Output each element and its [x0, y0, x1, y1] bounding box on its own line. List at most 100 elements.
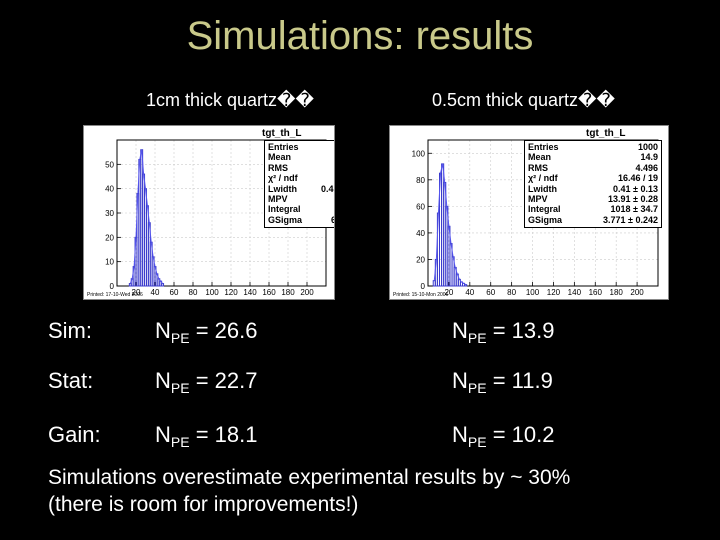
x-tick-label: 100 — [205, 288, 219, 297]
stats-key: Integral — [528, 204, 561, 215]
x-tick-label: 160 — [262, 288, 276, 297]
x-tick-label: 60 — [170, 288, 179, 297]
y-tick-label: 0 — [421, 282, 426, 291]
slide-title: Simulations: results — [186, 14, 534, 58]
npe-value-gain-05cm: NPE = 10.2 — [452, 422, 555, 450]
stats-value: 13.91 ± 0.28 — [608, 193, 658, 204]
stats-key: Entries — [528, 142, 559, 152]
stats-row: GSigma 6.074 ± 0.379 — [268, 214, 334, 225]
stats-value: 6.074 ± 0.379 — [331, 215, 334, 225]
stats-value: 0.4136 ± 0.1221 — [321, 183, 334, 194]
y-tick-label: 100 — [412, 149, 426, 158]
stats-row: GSigma 3.771 ± 0.242 — [528, 215, 658, 225]
stats-value: 3.771 ± 0.242 — [603, 214, 658, 225]
stats-box-1cm: Entries750Mean28.61RMS7.389χ² / ndf21.72… — [264, 140, 334, 228]
x-tick-label: 80 — [189, 288, 198, 297]
conclusion-text: Simulations overestimate experimental re… — [48, 464, 570, 518]
stats-row: χ² / ndf21.72 / 37 — [268, 173, 334, 184]
stats-row: MPV 13.91 ± 0.28 — [528, 194, 658, 204]
stats-key: GSigma — [268, 214, 303, 225]
stats-value: 4.496 — [635, 162, 658, 173]
stats-row: Integral760.1 ± 29.4 — [268, 204, 334, 215]
panel-label-05cm: 0.5cm thick quartz�� — [432, 90, 615, 110]
x-tick-label: 180 — [281, 288, 295, 297]
print-footnote: Printed: 15-10-Mon 2006 — [393, 292, 449, 298]
y-tick-label: 20 — [416, 255, 425, 264]
stats-key: Mean — [268, 152, 292, 163]
x-tick-label: 120 — [224, 288, 238, 297]
stats-row: Lwidth 0.41 ± 0.13 — [528, 184, 658, 194]
fit-curve — [433, 163, 466, 286]
x-tick-label: 200 — [630, 288, 644, 297]
x-tick-label: 140 — [243, 288, 257, 297]
x-tick-label: 40 — [151, 288, 160, 297]
stats-row: RMS 4.496 — [528, 163, 658, 173]
stats-row: MPV26.58 ± 0.22 — [268, 193, 334, 204]
row-label-gain: Gain: — [48, 422, 101, 447]
stats-key: Lwidth — [528, 183, 557, 194]
stats-key: Entries — [268, 142, 299, 152]
stats-row: Entries 1000 — [528, 142, 658, 152]
stats-key: GSigma — [528, 214, 563, 225]
stats-key: Integral — [268, 204, 301, 215]
y-tick-label: 50 — [105, 160, 114, 169]
row-label-stat: Stat: — [48, 368, 94, 393]
histogram-title: tgt_th_L — [262, 128, 302, 139]
y-tick-label: 40 — [416, 229, 425, 238]
stats-key: Lwidth — [268, 183, 297, 194]
stats-row: Entries750 — [268, 142, 334, 152]
stats-key: MPV — [268, 193, 288, 204]
histogram-bin — [464, 284, 468, 287]
npe-value-stat-05cm: NPE = 11.9 — [452, 368, 553, 396]
y-tick-label: 30 — [105, 209, 114, 218]
histogram-panel-05cm: tgt_th_L 20 40 60 80 100 120 140 160 180 200 0 20 40… — [389, 125, 669, 300]
x-tick-label: 20 — [132, 288, 141, 297]
stats-value: 14.9 — [640, 152, 658, 163]
stats-value: 1018 ± 34.7 — [610, 204, 658, 215]
stats-box-05cm: Entries 1000 Mean 14.9 RMS 4.496 χ² / ndf 16.46… — [524, 140, 662, 228]
stats-key: χ² / ndf — [268, 173, 298, 184]
y-tick-label: 0 — [110, 282, 115, 291]
x-tick-label: 80 — [507, 288, 516, 297]
stats-key: MPV — [528, 193, 548, 204]
stats-row: RMS7.389 — [268, 162, 334, 173]
x-tick-label: 20 — [444, 288, 453, 297]
npe-value-sim-05cm: NPE = 13.9 — [452, 318, 555, 346]
y-tick-label: 20 — [105, 233, 114, 242]
x-tick-label: 40 — [465, 288, 474, 297]
histogram-title: tgt_th_L — [586, 128, 626, 139]
stats-row: Integral 1018 ± 34.7 — [528, 204, 658, 214]
y-tick-label: 80 — [416, 176, 425, 185]
stats-key: Mean — [528, 152, 552, 163]
npe-value-sim-1cm: NPE = 26.6 — [155, 318, 258, 346]
print-footnote: Printed: 17-10-Wed 2006 — [87, 292, 143, 298]
panel-label-1cm: 1cm thick quartz�� — [146, 90, 314, 110]
x-tick-label: 100 — [526, 288, 540, 297]
y-tick-label: 40 — [105, 185, 114, 194]
x-tick-label: 200 — [300, 288, 314, 297]
row-label-sim: Sim: — [48, 318, 92, 343]
stats-key: RMS — [528, 162, 548, 173]
x-tick-label: 120 — [547, 288, 561, 297]
fit-curve — [129, 149, 163, 284]
x-tick-label: 60 — [486, 288, 495, 297]
stats-value: 0.41 ± 0.13 — [613, 183, 658, 194]
x-tick-label: 140 — [568, 288, 582, 297]
x-tick-label: 160 — [589, 288, 603, 297]
stats-row: Mean 14.9 — [528, 152, 658, 162]
x-tick-label: 180 — [610, 288, 624, 297]
stats-key: χ² / ndf — [528, 173, 558, 184]
stats-value: 16.46 / 19 — [617, 173, 658, 184]
npe-value-gain-1cm: NPE = 18.1 — [155, 422, 258, 450]
histogram-bin — [161, 283, 165, 287]
stats-row: Mean28.61 — [268, 152, 334, 163]
conclusion-line-2: (there is room for improvements!) — [48, 493, 359, 516]
y-tick-label: 10 — [105, 258, 114, 267]
stats-row: χ² / ndf 16.46 / 19 — [528, 173, 658, 183]
stats-key: RMS — [268, 162, 288, 173]
stats-value: 1000 — [637, 142, 658, 152]
conclusion-line-1: Simulations overestimate experimental re… — [48, 466, 571, 489]
y-tick-label: 60 — [416, 202, 425, 211]
stats-row: Lwidth 0.4136 ± 0.1221 — [268, 183, 334, 194]
npe-value-stat-1cm: NPE = 22.7 — [155, 368, 258, 396]
